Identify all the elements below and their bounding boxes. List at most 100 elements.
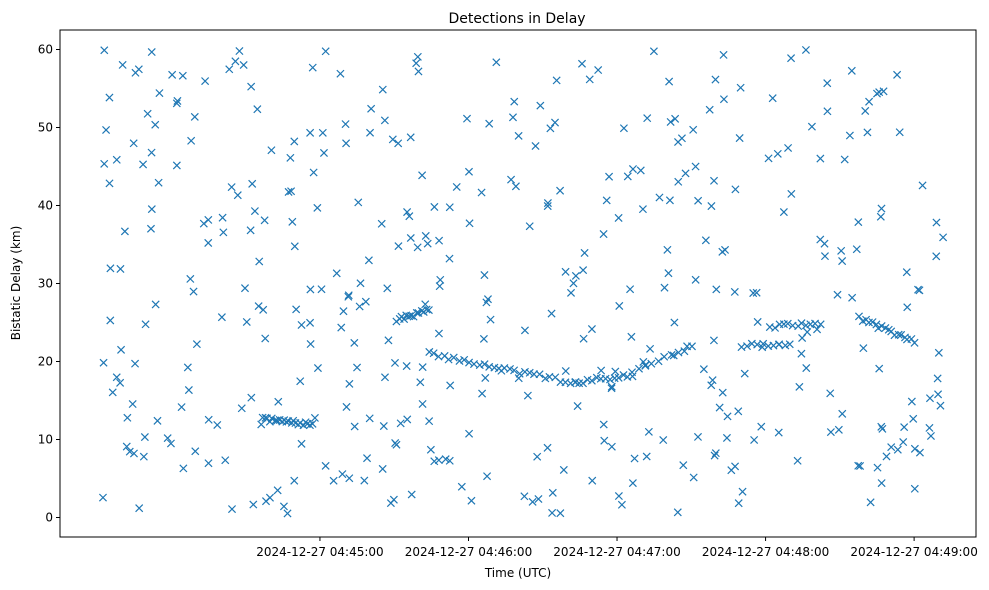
data-point xyxy=(861,106,870,115)
data-point xyxy=(587,325,596,334)
data-point xyxy=(674,348,683,357)
data-point xyxy=(434,329,443,338)
data-point xyxy=(227,183,236,192)
data-point xyxy=(98,493,107,502)
data-point xyxy=(753,317,762,326)
data-point xyxy=(721,245,730,254)
data-point xyxy=(681,169,690,178)
data-point xyxy=(597,366,606,375)
data-point xyxy=(105,93,114,102)
data-point xyxy=(561,378,570,387)
y-tick-label: 0 xyxy=(45,511,53,525)
data-point xyxy=(611,367,620,376)
data-point xyxy=(166,439,175,448)
data-point xyxy=(619,370,628,380)
data-point xyxy=(585,75,594,84)
data-point xyxy=(306,318,315,327)
data-point xyxy=(342,139,351,148)
data-point xyxy=(878,424,887,433)
data-point xyxy=(797,319,806,328)
data-point xyxy=(354,198,363,207)
data-point xyxy=(569,279,578,288)
data-point xyxy=(259,305,268,314)
data-point xyxy=(779,208,788,217)
y-tick-label: 50 xyxy=(38,121,53,135)
data-point xyxy=(848,293,857,302)
data-point xyxy=(693,432,703,441)
data-point xyxy=(99,358,108,367)
data-point xyxy=(803,328,812,337)
data-point xyxy=(711,449,720,458)
data-point xyxy=(683,342,692,351)
data-point xyxy=(807,122,816,131)
data-point xyxy=(718,388,727,397)
data-point xyxy=(872,320,881,329)
data-point xyxy=(708,376,717,385)
data-point xyxy=(793,456,802,465)
x-tick-label: 2024-12-27 04:47:00 xyxy=(553,545,680,559)
data-point xyxy=(392,440,401,449)
data-point xyxy=(465,429,474,438)
data-point xyxy=(147,148,156,157)
data-point xyxy=(155,89,164,98)
data-point xyxy=(172,161,181,170)
data-point xyxy=(852,245,861,254)
data-point xyxy=(445,456,454,465)
data-point xyxy=(727,466,736,475)
data-point xyxy=(435,236,444,245)
data-point xyxy=(425,417,434,426)
data-point xyxy=(838,409,847,418)
data-point xyxy=(129,139,138,148)
data-point xyxy=(579,334,588,343)
data-point xyxy=(802,364,811,373)
data-point xyxy=(514,131,523,140)
data-point xyxy=(465,219,474,228)
data-point xyxy=(757,422,766,431)
data-point xyxy=(173,96,182,105)
data-point xyxy=(355,302,364,311)
data-point xyxy=(344,292,353,301)
data-point xyxy=(239,60,248,70)
data-point xyxy=(318,128,327,137)
data-point xyxy=(486,315,495,324)
data-point xyxy=(903,303,912,312)
data-point xyxy=(671,114,680,123)
data-point xyxy=(421,300,430,309)
data-point xyxy=(910,444,919,453)
data-point xyxy=(321,47,330,56)
data-point xyxy=(561,366,570,376)
data-point xyxy=(273,486,282,495)
data-point xyxy=(614,373,623,382)
data-point xyxy=(106,264,115,273)
data-point xyxy=(128,400,137,409)
data-point xyxy=(449,353,458,362)
data-point xyxy=(722,433,731,442)
data-point xyxy=(865,97,874,106)
data-point xyxy=(719,50,728,59)
data-point xyxy=(227,505,237,514)
data-point xyxy=(425,347,434,356)
data-point xyxy=(552,76,561,85)
data-point xyxy=(260,216,269,225)
data-point xyxy=(267,146,276,155)
data-point xyxy=(317,285,326,294)
data-point xyxy=(520,367,529,376)
data-point xyxy=(365,414,374,423)
data-point xyxy=(774,428,783,437)
data-point xyxy=(663,245,672,254)
data-point xyxy=(876,212,885,221)
data-point xyxy=(313,364,322,373)
data-point xyxy=(816,154,825,163)
data-point xyxy=(915,286,924,295)
data-point xyxy=(172,99,181,108)
data-point xyxy=(933,374,942,383)
data-point xyxy=(556,186,565,195)
data-point xyxy=(305,421,314,430)
data-point xyxy=(407,311,416,320)
data-point xyxy=(265,493,274,502)
data-point xyxy=(781,341,790,350)
data-point xyxy=(339,307,348,316)
data-point xyxy=(296,377,305,386)
data-point xyxy=(787,54,796,63)
